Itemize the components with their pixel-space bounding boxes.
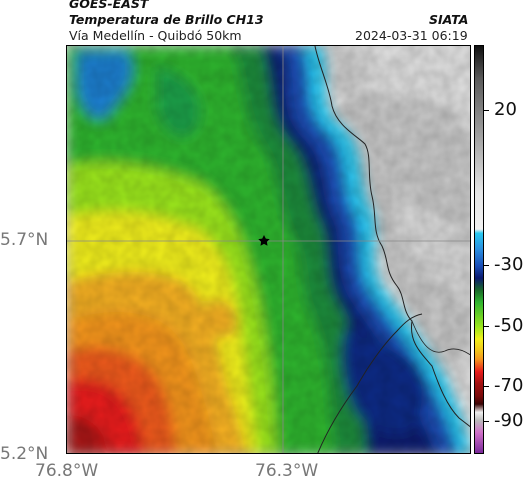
lat-tick-label: 5.2°N xyxy=(0,444,49,464)
colorbar-label: -90 xyxy=(494,410,524,431)
colorbar-label: 20 xyxy=(494,99,517,120)
region-subtitle: Vía Medellín - Quibdó 50km xyxy=(69,28,242,43)
colorbar-tick xyxy=(484,421,489,422)
colorbar-label: -50 xyxy=(494,315,524,336)
colorbar-tick xyxy=(484,110,489,111)
map-canvas xyxy=(67,46,470,453)
colorbar-label: -30 xyxy=(494,254,524,275)
lat-tick-label: 5.7°N xyxy=(0,230,49,250)
texture-noise xyxy=(67,46,470,453)
colorbar-tick xyxy=(484,265,489,266)
river-border xyxy=(411,320,470,356)
colorbar-tick xyxy=(484,386,489,387)
colorbar-tick xyxy=(484,326,489,327)
lon-tick-label: 76.3°W xyxy=(255,461,319,481)
product-title: Temperatura de Brillo CH13 xyxy=(69,12,264,27)
satellite-title: GOES-EAST xyxy=(69,0,149,11)
lon-tick-label: 76.8°W xyxy=(35,461,99,481)
temperature-colorbar xyxy=(474,45,484,454)
coastline-border xyxy=(314,46,470,428)
timestamp-label: 2024-03-31 06:19 xyxy=(355,28,468,43)
brightness-temperature-map xyxy=(66,45,471,454)
colorbar-label: -70 xyxy=(494,375,524,396)
location-star-icon xyxy=(258,235,270,246)
agency-label: SIATA xyxy=(429,12,469,27)
department-border xyxy=(317,313,423,453)
